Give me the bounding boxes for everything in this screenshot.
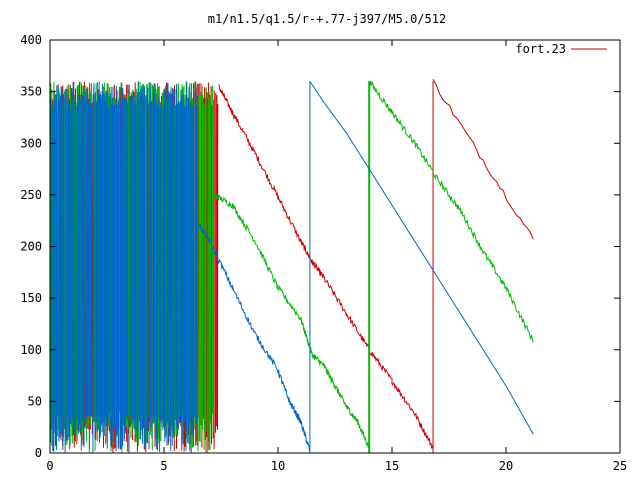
x-tick-label: 15	[385, 459, 399, 473]
series-blue-segment-1	[309, 81, 534, 435]
y-tick-label: 300	[20, 136, 42, 150]
series-red-segment-1	[432, 78, 534, 240]
legend-label: fort.23	[515, 42, 566, 56]
y-axis: 0 50 100 150 200 250 300 350 400	[20, 33, 620, 460]
series-blue-segment-0	[197, 223, 311, 452]
y-tick-label: 250	[20, 188, 42, 202]
series-green-segment-0	[213, 192, 370, 449]
chart-title: m1/n1.5/q1.5/r-+.77-j397/M5.0/512	[208, 12, 446, 26]
y-tick-label: 100	[20, 343, 42, 357]
x-tick-label: 0	[46, 459, 53, 473]
legend: fort.23	[515, 42, 607, 56]
y-tick-label: 350	[20, 85, 42, 99]
plot-area	[49, 78, 534, 453]
x-axis: 0 5 10 15 20 25	[46, 40, 627, 473]
series-green-segment-1	[368, 80, 534, 343]
y-tick-label: 150	[20, 291, 42, 305]
y-tick-label: 200	[20, 240, 42, 254]
y-tick-label: 50	[28, 394, 42, 408]
x-tick-label: 10	[271, 459, 285, 473]
x-tick-label: 25	[613, 459, 627, 473]
y-tick-label: 400	[20, 33, 42, 47]
x-tick-label: 20	[499, 459, 513, 473]
series-red-segment-0	[218, 84, 434, 449]
y-tick-label: 0	[35, 446, 42, 460]
x-tick-label: 5	[160, 459, 167, 473]
